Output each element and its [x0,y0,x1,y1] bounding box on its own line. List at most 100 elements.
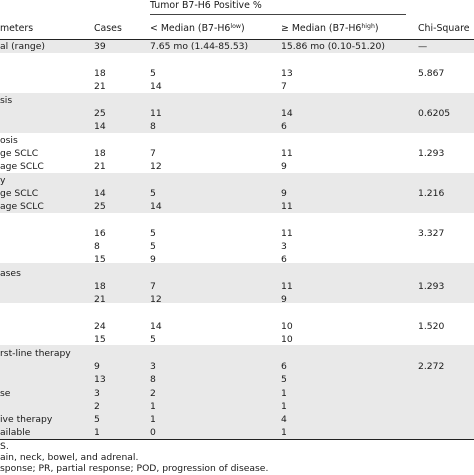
column-group-title: Tumor B7-H6 Positive % [150,0,262,11]
row-cases: 18 [94,281,106,292]
row-cases: 8 [94,241,100,252]
row-above-median: 6 [281,254,287,265]
header-below-median-text: < Median (B7-H6 [150,23,231,34]
row-cases: 21 [94,294,106,305]
row-below-median: 9 [150,254,156,265]
row-below-median: 14 [150,81,162,92]
row-below-median: 5 [150,334,156,345]
row-below-median: 5 [150,68,156,79]
row-cases: 25 [94,108,106,119]
row-above-median: 11 [281,201,293,212]
header-rule [0,39,474,40]
row-above-median: 1 [281,427,287,438]
shaded-band [0,345,474,439]
row-above-median: 10 [281,334,293,345]
footnote: sponse; PR, partial response; POD, progr… [0,463,269,474]
row-below-median: 1 [150,401,156,412]
row-below-median: 5 [150,241,156,252]
row-cases: 39 [94,41,106,52]
row-cases: 14 [94,121,106,132]
footnote: ain, neck, bowel, and adrenal. [0,452,139,463]
header-parameters: meters [0,23,34,34]
row-cases: 2 [94,401,100,412]
row-above-median: 11 [281,148,293,159]
row-cases: 24 [94,321,106,332]
row-below-median: 12 [150,294,162,305]
row-cases: 3 [94,388,100,399]
row-parameter: ive therapy [0,414,53,425]
high-superscript: high [361,23,375,30]
row-below-median: 14 [150,201,162,212]
row-cases: 16 [94,228,106,239]
row-parameter: al (range) [0,41,45,52]
row-parameter: osis [0,135,18,146]
row-above-median: 6 [281,121,287,132]
low-superscript: low [230,23,241,30]
row-parameter: ge SCLC [0,188,39,199]
row-parameter: rst-line therapy [0,348,71,359]
row-above-median: 6 [281,361,287,372]
row-above-median: 4 [281,414,287,425]
row-above-median: 9 [281,161,287,172]
row-above-median: 15.86 mo (0.10-51.20) [281,41,385,52]
row-below-median: 8 [150,374,156,385]
header-chi-square: Chi-Square [418,23,470,34]
row-above-median: 11 [281,281,293,292]
row-below-median: 7.65 mo (1.44-85.53) [150,41,249,52]
row-cases: 21 [94,81,106,92]
bottom-rule [0,439,474,440]
row-parameter: y [0,175,6,186]
row-chi-square: 1.293 [418,148,445,159]
row-cases: 1 [94,427,100,438]
row-chi-square: 0.6205 [418,108,451,119]
row-chi-square: 3.327 [418,228,445,239]
shaded-band [0,263,474,303]
row-below-median: 12 [150,161,162,172]
row-parameter: age SCLC [0,161,44,172]
row-chi-square: 1.520 [418,321,445,332]
row-below-median: 5 [150,228,156,239]
row-chi-square: 5.867 [418,68,445,79]
row-cases: 25 [94,201,106,212]
row-above-median: 3 [281,241,287,252]
group-underline [150,14,406,15]
row-cases: 18 [94,148,106,159]
row-cases: 9 [94,361,100,372]
row-chi-square: 1.216 [418,188,445,199]
shaded-band [0,40,474,53]
row-parameter: sis [0,95,13,106]
row-below-median: 8 [150,121,156,132]
header-above-median-close: ) [374,23,379,34]
row-cases: 15 [94,254,106,265]
row-below-median: 14 [150,321,162,332]
row-below-median: 2 [150,388,156,399]
row-cases: 15 [94,334,106,345]
row-below-median: 7 [150,281,156,292]
row-above-median: 1 [281,401,287,412]
row-below-median: 7 [150,148,156,159]
row-above-median: 14 [281,108,293,119]
row-above-median: 13 [281,68,293,79]
row-cases: 21 [94,161,106,172]
row-above-median: 7 [281,81,287,92]
row-parameter: age SCLC [0,201,44,212]
shaded-band [0,173,474,213]
row-above-median: 5 [281,374,287,385]
row-chi-square: — [418,41,428,52]
row-above-median: 9 [281,294,287,305]
row-cases: 14 [94,188,106,199]
row-below-median: 0 [150,427,156,438]
header-above-median: ≥ Median (B7-H6high) [281,23,379,35]
row-above-median: 11 [281,228,293,239]
row-parameter: se [0,388,11,399]
header-cases: Cases [94,23,122,34]
row-below-median: 5 [150,188,156,199]
row-below-median: 3 [150,361,156,372]
row-below-median: 11 [150,108,162,119]
row-below-median: 1 [150,414,156,425]
row-chi-square: 2.272 [418,361,445,372]
row-above-median: 10 [281,321,293,332]
row-cases: 13 [94,374,106,385]
row-parameter: ailable [0,427,31,438]
header-below-median: < Median (B7-H6low) [150,23,245,35]
